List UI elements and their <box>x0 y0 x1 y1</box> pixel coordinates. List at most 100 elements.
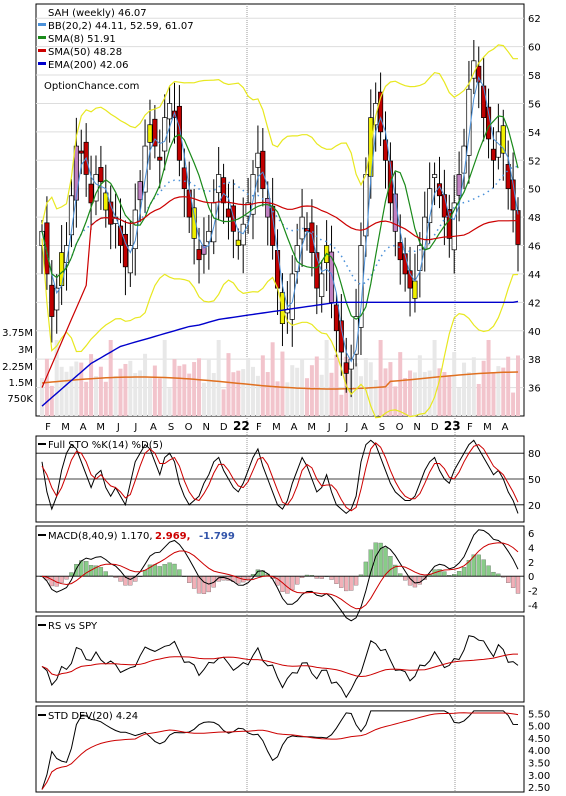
volume-bar <box>128 360 133 416</box>
volume-bar <box>501 367 506 416</box>
macd-panel-frame <box>35 525 525 613</box>
volume-bar <box>285 382 290 416</box>
price-tick-label: 50 <box>528 185 541 196</box>
macd-histogram-bar <box>339 576 344 588</box>
rs-ma-line <box>41 653 518 678</box>
candle-body <box>274 250 281 289</box>
volume-bar <box>290 365 295 416</box>
macd-histogram-bar <box>329 576 334 580</box>
macd-histogram-bar <box>442 571 447 577</box>
candle-body <box>49 284 55 317</box>
volume-bar <box>211 373 216 416</box>
rs-panel-frame <box>35 615 525 703</box>
candle-body <box>515 210 521 245</box>
volume-bar <box>403 377 408 416</box>
candle-body <box>235 239 241 246</box>
volume-bar <box>216 340 221 416</box>
x-tick-label: M <box>96 422 105 433</box>
volume-bar <box>177 365 182 416</box>
x-axis: F M A M J J A S O N D 22 F M A M J J A S O N D 23 F M A <box>45 419 508 433</box>
std-tick-label: 3.50 <box>528 759 550 770</box>
volume-bar <box>383 368 388 416</box>
macd-histogram-bar <box>64 576 69 580</box>
candle-body <box>221 177 227 204</box>
sto-k-line <box>41 439 519 515</box>
candle-body <box>299 216 305 240</box>
macd-histogram-bar <box>59 576 64 583</box>
candle-body <box>333 304 339 332</box>
volume-bar <box>427 370 432 416</box>
volume-bar <box>246 357 251 416</box>
sto-tick-label: 20 <box>528 501 541 512</box>
volume-bar <box>270 342 275 416</box>
x-tick-label: F <box>467 422 473 433</box>
macd-histogram-bar <box>177 569 182 577</box>
macd-histogram-bar <box>118 576 123 582</box>
candle-body <box>88 183 94 204</box>
candle-body <box>176 105 182 161</box>
macd-histogram-bar <box>275 576 280 586</box>
macd-histogram-bar <box>285 576 290 594</box>
x-tick-label: D <box>220 422 228 433</box>
candle-body <box>319 273 325 298</box>
volume-bar <box>417 355 422 416</box>
volume-bar <box>471 357 476 416</box>
x-tick-label: A <box>291 422 298 433</box>
macd-tick-label: 0 <box>528 572 534 583</box>
volume-bar <box>422 371 427 416</box>
candle-body <box>490 148 497 161</box>
x-tick-label: O <box>396 422 404 433</box>
chart-title: SAH (weekly) 46.07 <box>48 8 147 19</box>
macd-tick-label: -2 <box>528 587 538 598</box>
std-ma-line <box>41 712 519 790</box>
volume-bar <box>295 367 300 416</box>
macd-histogram-bar <box>349 576 354 591</box>
ema200-swatch <box>38 62 46 65</box>
candle-body <box>338 320 344 353</box>
x-tick-label: N <box>202 422 209 433</box>
macd-histogram-bar <box>491 571 496 577</box>
std-tick-label: 2.50 <box>528 783 550 794</box>
x-tick-label: 22 <box>233 419 250 433</box>
x-tick-label: D <box>431 422 439 433</box>
candle-body <box>314 252 320 289</box>
macd-histogram-bar <box>152 564 158 577</box>
candle-body <box>422 216 428 250</box>
volume-bar <box>64 371 69 416</box>
x-tick-label: J <box>133 422 137 433</box>
sto-lines: 20 50 80 <box>36 439 541 515</box>
macd-histogram-bar <box>506 576 511 583</box>
volume-bar <box>388 362 393 416</box>
std-tick-label: 5.00 <box>528 722 550 733</box>
macd-histogram-bar <box>402 576 408 581</box>
candle-body <box>225 208 232 218</box>
bb-middle-line <box>41 165 519 286</box>
volume-bar <box>496 366 501 416</box>
sma8-swatch <box>38 36 46 39</box>
candle-body <box>343 362 349 374</box>
volume-bar <box>324 340 329 416</box>
volume-bar <box>167 388 172 416</box>
std-tick-label: 4.00 <box>528 746 550 757</box>
candle-body <box>397 242 403 261</box>
x-tick-label: 23 <box>444 419 461 433</box>
price-axis: 36 38 40 42 44 46 48 50 52 54 56 58 60 62 <box>528 14 541 394</box>
macd-histogram-bar <box>157 566 162 577</box>
macd-histogram-bar <box>515 576 521 594</box>
volume-bar <box>69 366 74 416</box>
candle-body <box>103 192 109 211</box>
macd-tick-label: -4 <box>528 601 538 612</box>
bb-swatch <box>38 23 46 26</box>
volume-bar <box>309 365 314 416</box>
candle-body <box>201 245 207 255</box>
volume-bar <box>89 354 94 416</box>
macd-histogram-bar <box>334 576 339 584</box>
candle-body <box>127 245 133 274</box>
macd-lines: -4 -2 0 2 4 6 <box>36 529 538 622</box>
volume-bar <box>201 382 206 416</box>
candle-body <box>294 245 300 272</box>
price-tick-label: 42 <box>528 298 541 309</box>
x-tick-label: M <box>483 422 492 433</box>
x-tick-label: S <box>379 422 385 433</box>
volume-bar <box>373 379 378 416</box>
